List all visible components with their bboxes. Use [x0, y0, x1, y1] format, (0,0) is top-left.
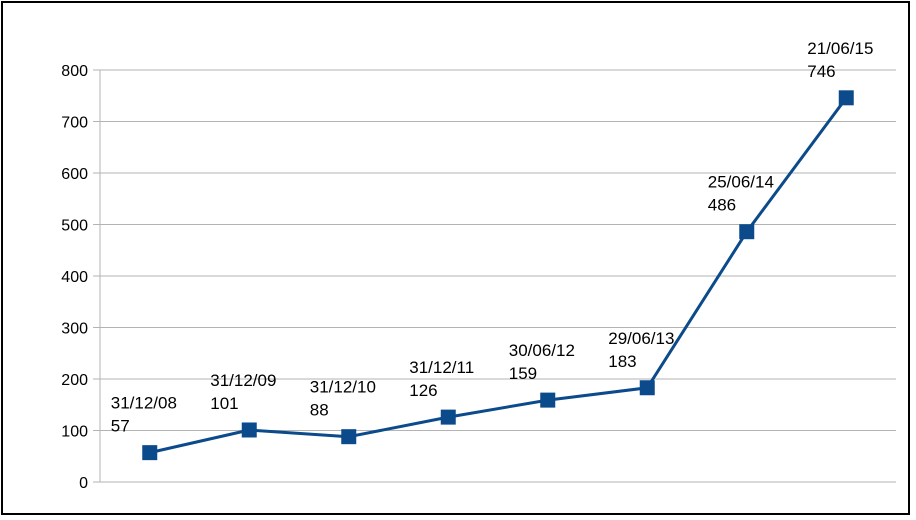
gridlines	[93, 69, 896, 483]
y-tick-label-0: 0	[79, 475, 88, 492]
y-tick-label-800: 800	[61, 63, 88, 80]
y-tick-label-600: 600	[61, 166, 88, 183]
data-label-value: 746	[807, 62, 835, 81]
data-point-marker	[341, 429, 357, 445]
y-tick-label-500: 500	[61, 218, 88, 235]
data-label-date: 31/12/11	[409, 358, 474, 377]
data-point-marker	[838, 90, 854, 106]
data-label-value: 101	[210, 394, 238, 413]
y-tick-label-100: 100	[61, 424, 88, 441]
data-label-value: 57	[111, 417, 130, 436]
data-label-value: 486	[708, 196, 736, 215]
data-labels: 31/12/08 57 31/12/09 101 31/12/10 88 31/12/11 1…	[111, 39, 874, 436]
data-label-date: 31/12/10	[310, 378, 376, 397]
data-point-marker	[739, 224, 755, 240]
series-line	[149, 96, 848, 455]
data-label-date: 31/12/08	[111, 394, 177, 413]
y-tick-label-700: 700	[61, 115, 88, 132]
data-label-value: 88	[310, 401, 329, 420]
data-point-marker	[540, 392, 556, 408]
y-axis-labels: 0 100 200 300 400 500 600 700 800	[61, 63, 88, 492]
y-tick-label-400: 400	[61, 269, 88, 286]
data-point-marker	[639, 380, 655, 396]
y-tick-label-300: 300	[61, 321, 88, 338]
data-point-marker	[142, 445, 158, 461]
data-label-date: 29/06/13	[608, 329, 674, 348]
data-label-value: 126	[409, 381, 437, 400]
data-label-value: 183	[608, 352, 636, 371]
data-label-value: 159	[509, 364, 537, 383]
data-point-marker	[241, 422, 257, 438]
data-label-date: 21/06/15	[807, 39, 873, 58]
data-series	[142, 90, 854, 461]
data-point-marker	[440, 409, 456, 425]
y-tick-label-200: 200	[61, 372, 88, 389]
data-label-date: 25/06/14	[708, 173, 774, 192]
data-label-date: 30/06/12	[509, 341, 575, 360]
data-label-date: 31/12/09	[210, 371, 276, 390]
